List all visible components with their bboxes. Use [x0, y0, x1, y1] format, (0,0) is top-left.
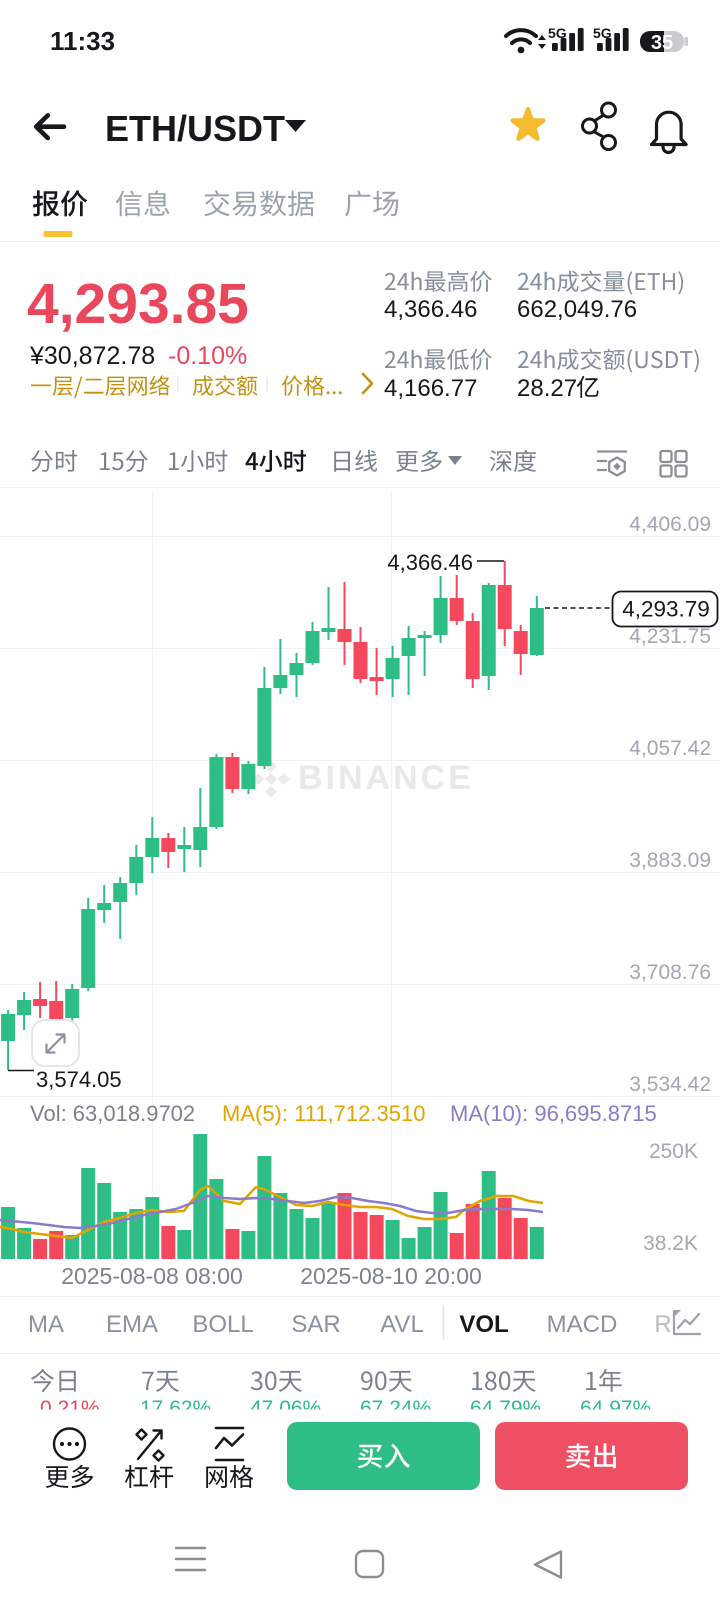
svg-text:MACD: MACD: [547, 1311, 618, 1338]
svg-text:4,057.42: 4,057.42: [629, 737, 711, 760]
svg-text:3,883.09: 3,883.09: [629, 849, 711, 872]
svg-text:2025-08-08 08:00: 2025-08-08 08:00: [61, 1263, 243, 1289]
svg-text:MA: MA: [28, 1311, 64, 1338]
svg-text:28.27: 28.27: [517, 375, 577, 402]
svg-text:MA(10): 96,695.8715: MA(10): 96,695.8715: [450, 1101, 657, 1126]
svg-text:3,574.05: 3,574.05: [36, 1067, 122, 1092]
svg-text:BINANCE: BINANCE: [298, 759, 474, 797]
svg-text:MA(5): 111,712.3510: MA(5): 111,712.3510: [222, 1101, 425, 1126]
svg-text:4,166.77: 4,166.77: [384, 375, 477, 402]
svg-text:-0.10%: -0.10%: [168, 342, 247, 370]
svg-text:SAR: SAR: [291, 1311, 340, 1338]
svg-text:ETH/USDT: ETH/USDT: [105, 108, 285, 149]
svg-text:4,406.09: 4,406.09: [629, 513, 711, 536]
svg-text:R: R: [654, 1311, 671, 1338]
svg-text:¥30,872.78: ¥30,872.78: [29, 342, 155, 370]
svg-text:2025-08-10 20:00: 2025-08-10 20:00: [300, 1263, 482, 1289]
svg-text:11:33: 11:33: [50, 26, 115, 56]
svg-text:Vol: 63,018.9702: Vol: 63,018.9702: [30, 1101, 195, 1126]
svg-text:VOL: VOL: [459, 1311, 508, 1338]
svg-text:4,293.79: 4,293.79: [622, 597, 710, 622]
svg-text:250K: 250K: [649, 1140, 698, 1163]
svg-text:4,366.46: 4,366.46: [384, 296, 477, 323]
svg-text:4,231.75: 4,231.75: [629, 625, 711, 648]
svg-text:BOLL: BOLL: [192, 1311, 253, 1338]
svg-text:3,708.76: 3,708.76: [629, 961, 711, 984]
svg-text:5G: 5G: [548, 25, 567, 41]
svg-text:5G: 5G: [593, 25, 612, 41]
svg-text:4,366.46: 4,366.46: [387, 550, 473, 575]
svg-text:38.2K: 38.2K: [643, 1232, 698, 1255]
svg-text:662,049.76: 662,049.76: [517, 296, 637, 323]
svg-text:4,293.85: 4,293.85: [27, 272, 249, 336]
svg-text:AVL: AVL: [380, 1311, 424, 1338]
svg-text:35: 35: [651, 32, 673, 54]
svg-text:EMA: EMA: [106, 1311, 158, 1338]
svg-text:3,534.42: 3,534.42: [629, 1073, 711, 1096]
